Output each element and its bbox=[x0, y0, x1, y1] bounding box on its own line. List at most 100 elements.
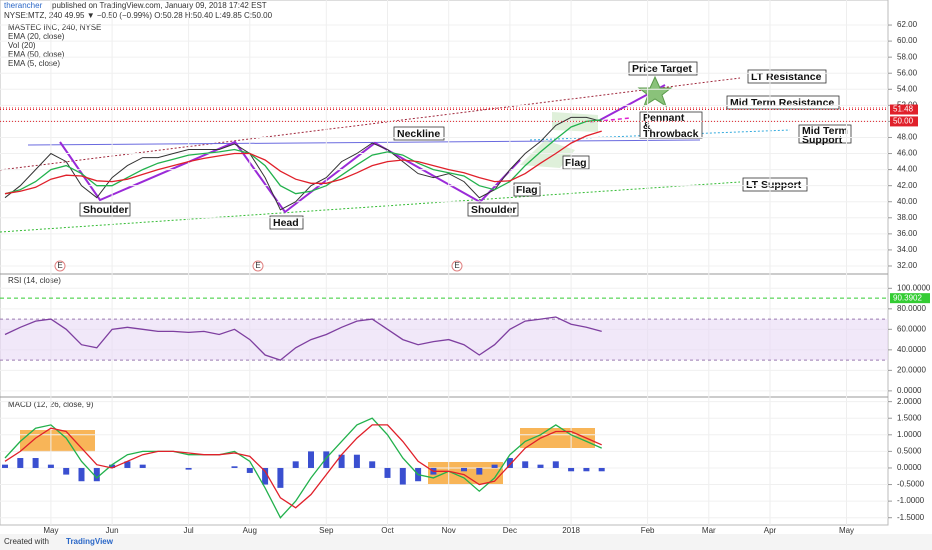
neckline-line bbox=[27, 139, 701, 146]
histogram-bar bbox=[124, 461, 131, 468]
target-star bbox=[637, 75, 673, 108]
x-tick-label: Mar bbox=[702, 526, 716, 535]
histogram-bar bbox=[369, 461, 376, 468]
annotation: Shoulder bbox=[83, 204, 129, 216]
y-tick-label: 42.00 bbox=[897, 181, 918, 190]
annotation: Flag bbox=[565, 157, 587, 169]
legend-title: MASTEC INC, 240, NYSE bbox=[8, 23, 101, 32]
histogram-bar bbox=[2, 464, 8, 468]
histogram-bar bbox=[537, 464, 544, 468]
annotation-box bbox=[628, 61, 698, 76]
y-tick-label: 38.00 bbox=[897, 213, 918, 222]
annotation-box bbox=[798, 124, 852, 144]
y-tick-label: 60.0000 bbox=[897, 324, 926, 333]
legend-item: EMA (50, close) bbox=[8, 50, 65, 59]
histogram-bar bbox=[262, 467, 269, 485]
x-tick-label: 2018 bbox=[562, 526, 580, 535]
series-line bbox=[4, 116, 602, 211]
price-tag-label: 50.00 bbox=[893, 117, 914, 126]
annotation: Shoulder bbox=[471, 204, 517, 216]
event-label: E bbox=[255, 261, 260, 270]
histogram-bar bbox=[491, 464, 498, 468]
lt-resistance-line bbox=[0, 77, 741, 171]
x-tick-label: May bbox=[839, 526, 854, 535]
y-tick-label: 20.0000 bbox=[897, 365, 926, 374]
histogram-bar bbox=[353, 454, 360, 468]
histogram-bar bbox=[384, 467, 391, 478]
y-tick-label: 32.00 bbox=[897, 261, 918, 270]
histogram-bar bbox=[231, 466, 238, 468]
footer-bar bbox=[0, 534, 932, 550]
mid-support-line bbox=[529, 129, 791, 141]
y-tick-label: 56.00 bbox=[897, 68, 918, 77]
histogram-bar bbox=[185, 467, 192, 470]
y-tick-label: 34.00 bbox=[897, 245, 918, 254]
annotation-box bbox=[742, 177, 808, 192]
reference-tag bbox=[890, 293, 930, 304]
annotation: Mid Term Resistance bbox=[730, 97, 834, 109]
histogram-bar bbox=[139, 464, 146, 468]
event-label: E bbox=[57, 261, 62, 270]
annotation-box bbox=[269, 215, 304, 230]
x-tick-label: Aug bbox=[243, 526, 257, 535]
annotation: & bbox=[643, 120, 651, 132]
series-line bbox=[4, 417, 602, 519]
annotation: Support bbox=[802, 134, 843, 146]
x-tick-label: Sep bbox=[319, 526, 334, 535]
annotation: Neckline bbox=[397, 128, 440, 140]
histogram-bar bbox=[246, 467, 253, 473]
footer-text: Created with bbox=[4, 537, 49, 546]
plot-frame bbox=[0, 0, 889, 526]
y-tick-label: 1.5000 bbox=[897, 413, 922, 422]
histogram-bar bbox=[461, 467, 467, 472]
annotation: Pennant bbox=[643, 112, 685, 124]
histogram-bar bbox=[93, 467, 100, 482]
legend-item: EMA (20, close) bbox=[8, 32, 65, 41]
y-tick-label: -1.5000 bbox=[897, 513, 925, 522]
macd-highlight bbox=[520, 428, 595, 448]
annotation: Throwback bbox=[643, 128, 699, 140]
price-tag bbox=[890, 116, 918, 127]
event-marker bbox=[252, 260, 264, 272]
publisher[interactable]: therancher bbox=[4, 1, 43, 10]
annotation-box bbox=[393, 126, 445, 141]
histogram-bar bbox=[47, 464, 54, 468]
x-tick-label: Dec bbox=[503, 526, 517, 535]
event-marker bbox=[451, 260, 463, 272]
annotation-box bbox=[79, 202, 131, 217]
annotation-box bbox=[639, 111, 703, 139]
quote: NYSE:MTZ, 240 49.95 ▼ −0.50 (−0.99%) O:5… bbox=[4, 11, 273, 20]
price-tag-label: 51.48 bbox=[893, 105, 914, 114]
histogram-bar bbox=[323, 451, 330, 468]
y-tick-label: 58.00 bbox=[897, 52, 918, 61]
y-tick-label: 54.00 bbox=[897, 84, 918, 93]
x-tick-label: Apr bbox=[764, 526, 777, 535]
annotation: LT Resistance bbox=[751, 71, 822, 83]
y-tick-label: 100.0000 bbox=[897, 283, 931, 292]
x-tick-label: Oct bbox=[381, 526, 394, 535]
published: published on TradingView.com, January 09… bbox=[52, 1, 267, 10]
histogram-bar bbox=[552, 461, 559, 468]
series-line bbox=[4, 424, 602, 509]
reference-label: 90.3902 bbox=[893, 293, 922, 302]
histogram-bar bbox=[522, 461, 529, 468]
y-tick-label: 46.00 bbox=[897, 149, 918, 158]
y-tick-label: 48.00 bbox=[897, 133, 918, 142]
y-tick-label: -0.5000 bbox=[897, 480, 925, 489]
histogram-bar bbox=[583, 467, 590, 472]
annotation: Head bbox=[273, 217, 299, 229]
histogram-bar bbox=[598, 467, 605, 472]
y-tick-label: 2.0000 bbox=[897, 397, 922, 406]
legend-item: EMA (5, close) bbox=[8, 59, 60, 68]
x-tick-label: Feb bbox=[641, 526, 655, 535]
y-tick-label: 1.0000 bbox=[897, 430, 922, 439]
annotation-box bbox=[513, 182, 541, 197]
y-tick-label: 0.0000 bbox=[897, 386, 922, 395]
series-line bbox=[4, 119, 602, 195]
footer-brand[interactable]: TradingView bbox=[66, 537, 114, 546]
y-tick-label: 80.0000 bbox=[897, 304, 926, 313]
macd-highlight bbox=[20, 430, 95, 452]
y-tick-label: -1.0000 bbox=[897, 496, 925, 505]
histogram-bar bbox=[17, 458, 24, 468]
